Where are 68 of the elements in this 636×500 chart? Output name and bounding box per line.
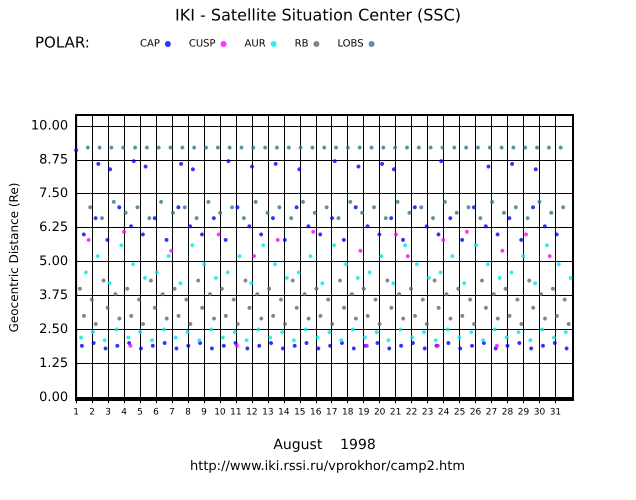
x-tick-label: 29 (518, 408, 530, 418)
point (128, 344, 132, 348)
legend-label: AUR (244, 38, 266, 50)
x-tick-label: 7 (169, 408, 175, 418)
y-tick-label: 7.50 (39, 186, 68, 202)
x-tick-label: 23 (422, 408, 434, 418)
y-tick-label: 3.75 (39, 288, 68, 303)
text: http://www.iki.rssi.ru/vprokhor/camp2.htm (190, 459, 465, 474)
x-tick-label: 21 (390, 408, 402, 418)
x-tick-label: 14 (278, 408, 290, 418)
y-tick-label: 1.25 (39, 356, 68, 371)
x-tick-label: 20 (374, 408, 386, 418)
point (252, 254, 256, 258)
point (122, 230, 126, 234)
x-tick-label: 12 (246, 408, 258, 418)
x-axis-title: August 1998 (273, 437, 376, 453)
point (406, 254, 410, 258)
point (358, 248, 363, 253)
x-tick-label: 24 (438, 408, 450, 418)
point (464, 230, 469, 234)
x-tick-label: 8 (185, 408, 192, 418)
point (86, 238, 91, 242)
point (500, 248, 504, 253)
legend-label: CUSP (188, 38, 216, 50)
chart-title: IKI - Satellite Situation Center (SSC) (175, 6, 461, 24)
x-tick-label: 9 (201, 408, 208, 418)
x-tick-label: 13 (262, 408, 274, 418)
x-tick-label: 1 (73, 408, 79, 418)
y-tick-label: 10.00 (30, 118, 68, 134)
chart-subtitle: POLAR: (35, 34, 90, 52)
point (494, 344, 499, 348)
x-tick-label: 6 (153, 408, 160, 418)
x-tick-label: 3 (105, 408, 111, 418)
y-tick-label: 2.50 (39, 322, 68, 337)
x-tick-label: 26 (470, 408, 482, 418)
x-tick-label: 19 (358, 408, 370, 418)
point (216, 232, 221, 236)
x-tick-label: 25 (454, 408, 466, 418)
legend-label: CAP (140, 38, 160, 50)
x-tick-label: 27 (486, 408, 498, 418)
point (169, 248, 174, 253)
point (234, 344, 239, 348)
point (394, 232, 398, 236)
x-tick-label: 28 (502, 408, 514, 418)
x-tick-label: 11 (230, 408, 242, 418)
y-tick-label: 5.00 (39, 254, 68, 270)
point (441, 238, 446, 242)
x-tick-label: 18 (342, 408, 354, 418)
legend-label: LOBS (337, 38, 364, 50)
point (524, 232, 528, 236)
y-tick-label: 6.25 (39, 220, 68, 236)
y-tick-label: 0.00 (39, 390, 68, 405)
x-tick-label: 22 (406, 408, 418, 418)
x-tick-label: 30 (534, 408, 546, 418)
legend-label: RB (294, 38, 309, 50)
x-tick-label: 16 (310, 408, 322, 418)
x-tick-label: 31 (550, 408, 562, 418)
point (548, 254, 552, 258)
y-axis-title: Geocentric Distance (Re) (7, 182, 21, 332)
x-tick-label: 2 (89, 408, 95, 418)
x-tick-label: 15 (294, 408, 306, 418)
point (276, 238, 280, 242)
x-tick-label: 5 (137, 408, 143, 418)
x-tick-label: 10 (214, 408, 226, 418)
x-tick-label: 17 (326, 408, 338, 418)
point (311, 230, 316, 234)
y-tick-label: 8.75 (39, 152, 68, 168)
x-tick-label: 4 (121, 408, 128, 418)
